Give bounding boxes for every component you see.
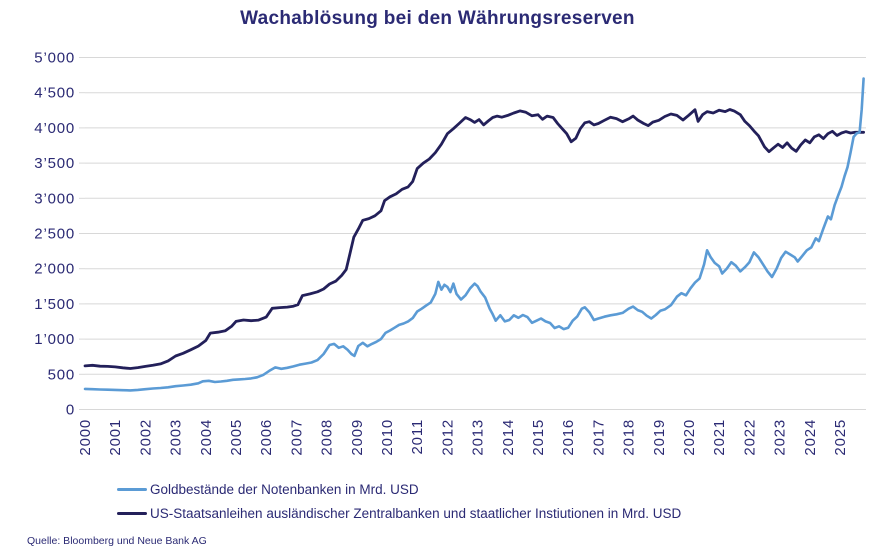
x-axis-label: 2017	[590, 419, 607, 456]
x-axis-label: 2010	[379, 419, 396, 456]
legend-label-gold: Goldbestände der Notenbanken in Mrd. USD	[150, 481, 419, 497]
x-axis-label: 2004	[198, 419, 215, 456]
y-axis-label: 500	[48, 366, 75, 383]
legend: Goldbestände der Notenbanken in Mrd. USD…	[117, 480, 681, 522]
x-axis-label: 2019	[651, 419, 668, 456]
y-axis-label: 2’000	[34, 261, 75, 278]
y-axis-label: 3’000	[34, 190, 75, 207]
x-axis-label: 2005	[228, 419, 245, 456]
x-axis-label: 2016	[560, 419, 577, 456]
y-axis-label: 4’500	[34, 85, 75, 102]
x-axis-label: 2020	[681, 419, 698, 456]
legend-label-us-treasuries: US-Staatsanleihen ausländischer Zentralb…	[150, 505, 682, 521]
y-axis-label: 0	[66, 402, 75, 419]
legend-swatch-us-treasuries	[117, 511, 147, 515]
y-axis-label: 4’000	[34, 120, 75, 137]
y-axis-label: 5’000	[34, 50, 75, 67]
x-axis-label: 2001	[107, 419, 124, 456]
y-axis-label: 2’500	[34, 226, 75, 243]
source-note: Quelle: Bloomberg und Neue Bank AG	[27, 535, 207, 547]
chart-title: Wachablösung bei den Währungsreserven	[240, 8, 635, 29]
series-line-us-treasuries	[83, 108, 865, 370]
x-axis-label: 2013	[470, 419, 487, 456]
y-axis-label: 3’500	[34, 155, 75, 172]
x-axis-label: 2007	[288, 419, 305, 456]
legend-item-us-treasuries: US-Staatsanleihen ausländischer Zentralb…	[117, 504, 681, 522]
y-axis-label: 1’500	[34, 296, 75, 313]
series-line-gold	[83, 77, 865, 392]
x-axis-label: 2003	[168, 419, 185, 456]
x-axis-label: 2006	[258, 419, 275, 456]
x-axis-label: 2002	[137, 419, 154, 456]
x-axis-label: 2015	[530, 419, 547, 456]
x-axis-label: 2012	[439, 419, 456, 456]
x-axis-label: 2021	[711, 419, 728, 456]
x-axis-label: 2022	[741, 419, 758, 456]
x-axis-label: 2008	[319, 419, 336, 456]
x-axis-label: 2011	[409, 419, 426, 454]
x-axis-label: 2014	[500, 419, 517, 456]
legend-item-gold: Goldbestände der Notenbanken in Mrd. USD	[117, 480, 681, 498]
x-axis-label: 2023	[772, 419, 789, 456]
x-axis-label: 2018	[621, 419, 638, 456]
x-axis-label: 2025	[832, 419, 849, 456]
x-axis-label: 2024	[802, 419, 819, 456]
y-axis-label: 1’000	[34, 331, 75, 348]
x-axis-label: 2009	[349, 419, 366, 456]
legend-swatch-gold	[117, 487, 147, 491]
x-axis-label: 2000	[77, 419, 94, 456]
